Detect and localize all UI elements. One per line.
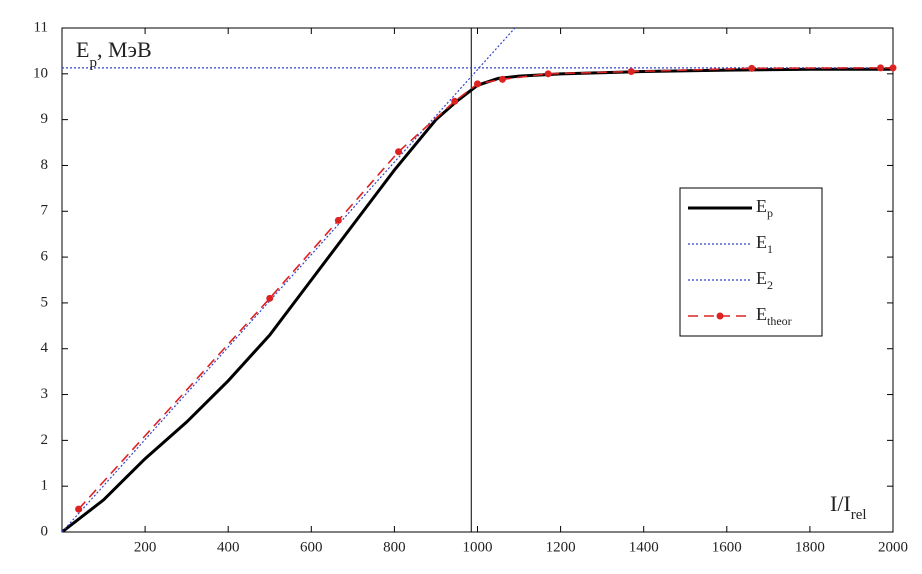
y-tick-label: 2 xyxy=(41,432,49,448)
y-axis-label: Ep, МэВ xyxy=(76,37,152,71)
legend-name: E xyxy=(756,304,767,324)
marker xyxy=(748,64,756,72)
x-tick-label: 200 xyxy=(134,539,157,555)
y-tick-label: 6 xyxy=(41,249,49,265)
x-tick-label: 2000 xyxy=(878,539,908,555)
x-tick-label: 1600 xyxy=(712,539,742,555)
y-label-sub: p xyxy=(89,55,97,71)
legend-name: E xyxy=(756,268,767,288)
y-label-main: E xyxy=(76,37,89,62)
x-label-main: I/I xyxy=(830,491,851,516)
x-tick-label: 1000 xyxy=(463,539,493,555)
marker xyxy=(544,70,552,78)
y-tick-label: 3 xyxy=(41,386,49,402)
x-tick-label: 800 xyxy=(383,539,406,555)
x-tick-label: 1400 xyxy=(629,539,659,555)
x-tick-label: 400 xyxy=(217,539,240,555)
x-label-sub: rel xyxy=(851,507,867,523)
y-tick-label: 11 xyxy=(34,19,48,35)
legend-name: E xyxy=(756,232,767,252)
marker xyxy=(266,294,274,302)
y-tick-label: 9 xyxy=(41,111,49,127)
x-axis-label: I/Irel xyxy=(830,491,867,523)
marker xyxy=(334,216,342,224)
x-tick-label: 1200 xyxy=(546,539,576,555)
marker xyxy=(889,64,897,72)
legend-marker xyxy=(716,312,724,320)
legend-label: Ep xyxy=(756,196,773,220)
legend-box xyxy=(679,187,823,337)
y-label-rest: , МэВ xyxy=(97,37,152,62)
y-tick-label: 5 xyxy=(41,294,49,310)
legend-name: E xyxy=(756,196,767,216)
legend-sub: 1 xyxy=(767,242,773,256)
series-line xyxy=(62,28,516,532)
x-tick-label: 1800 xyxy=(795,539,825,555)
y-tick-label: 10 xyxy=(33,65,48,81)
y-tick-label: 1 xyxy=(41,478,49,494)
y-tick-label: 8 xyxy=(41,157,49,173)
marker xyxy=(474,80,481,88)
y-tick-label: 4 xyxy=(41,340,49,356)
marker xyxy=(877,64,885,72)
marker xyxy=(498,75,506,83)
x-tick-label: 600 xyxy=(300,539,323,555)
series-line xyxy=(78,67,893,510)
marker xyxy=(395,148,403,156)
legend-sub: p xyxy=(767,206,773,220)
legend-sub: theor xyxy=(767,314,792,328)
legend-sub: 2 xyxy=(767,278,773,292)
marker xyxy=(451,97,459,105)
marker xyxy=(627,68,635,76)
legend-label: Etheor xyxy=(756,304,792,328)
y-tick-label: 7 xyxy=(41,203,49,219)
y-tick-label: 0 xyxy=(41,523,49,539)
series-line xyxy=(62,67,893,532)
legend-label: E2 xyxy=(756,268,773,292)
legend-label: E1 xyxy=(756,232,773,256)
marker xyxy=(75,505,83,513)
